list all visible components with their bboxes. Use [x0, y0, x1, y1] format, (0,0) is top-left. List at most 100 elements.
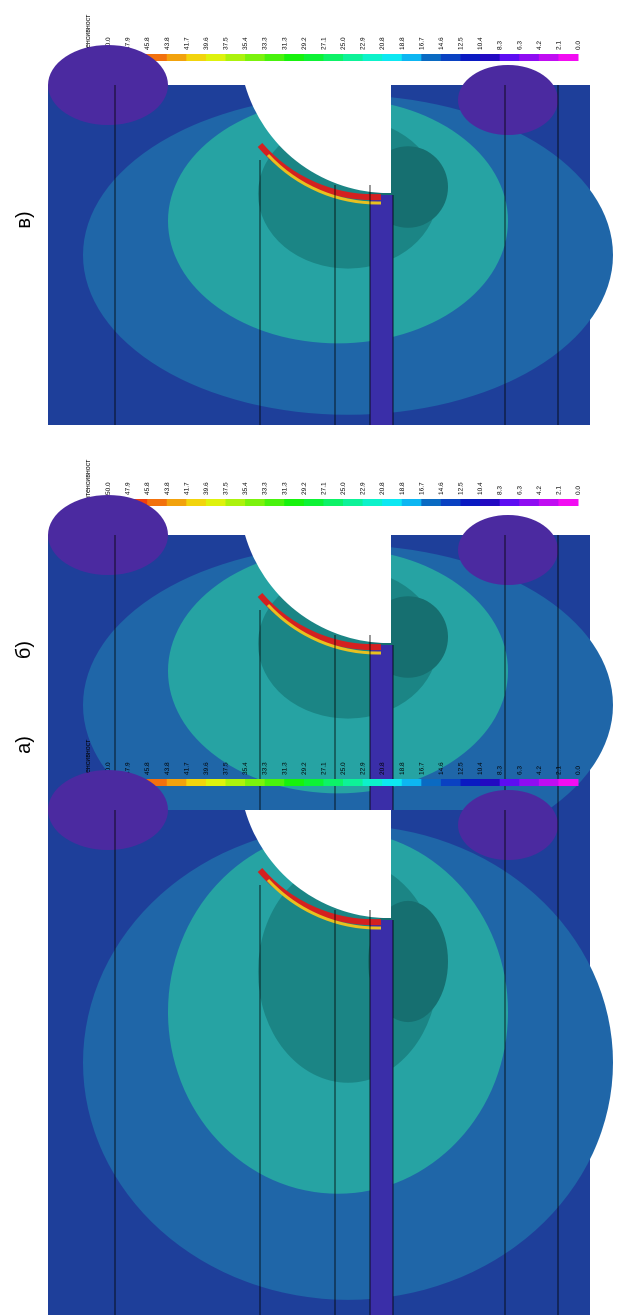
legend-swatch — [147, 779, 168, 786]
legend-swatch — [421, 779, 442, 786]
legend-value: 47.9 — [125, 762, 132, 775]
legend-value: 18.8 — [399, 37, 406, 50]
legend-swatch — [147, 499, 168, 506]
legend-value: 6.3 — [516, 766, 523, 775]
legend-swatch — [362, 499, 383, 506]
stress-edge — [266, 603, 382, 655]
legend-swatch — [343, 499, 364, 506]
legend-value: 43.8 — [164, 37, 171, 50]
legend-title: Интенсивност — [85, 739, 92, 785]
legend-swatch — [519, 499, 540, 506]
stress-edge — [266, 153, 382, 205]
legend-value: 18.8 — [399, 482, 406, 495]
stress-edge — [266, 878, 382, 930]
legend-swatch — [245, 54, 266, 61]
legend-value: 37.5 — [223, 762, 230, 775]
legend-swatch — [499, 499, 520, 506]
legend-value: 27.1 — [320, 37, 327, 50]
region — [48, 770, 168, 850]
legend-value: 43.8 — [164, 762, 171, 775]
legend-value: 31.3 — [281, 482, 288, 495]
legend-swatch — [284, 499, 305, 506]
legend-swatch — [499, 54, 520, 61]
legend-value: 41.7 — [183, 37, 190, 50]
legend-swatch — [558, 779, 579, 786]
legend-value: 41.7 — [183, 482, 190, 495]
legend-value: 20.8 — [379, 762, 386, 775]
legend-value: 25.0 — [340, 762, 347, 775]
legend-value: 43.8 — [164, 482, 171, 495]
legend-swatch — [225, 54, 246, 61]
legend-swatch — [205, 54, 226, 61]
legend-value: 50.0 — [105, 762, 112, 775]
legend-value: 22.9 — [360, 37, 367, 50]
legend-value: 47.9 — [125, 37, 132, 50]
legend-swatch — [205, 499, 226, 506]
legend-swatch — [401, 499, 422, 506]
legend-value: 25.0 — [340, 37, 347, 50]
region — [458, 515, 558, 585]
legend-swatch — [284, 779, 305, 786]
legend-value: 6.3 — [516, 486, 523, 495]
cutout — [245, 810, 391, 918]
legend-swatch — [264, 54, 285, 61]
legend-swatch — [245, 499, 266, 506]
region — [370, 920, 393, 1315]
legend-swatch — [186, 499, 207, 506]
legend-swatch — [186, 54, 207, 61]
legend-swatch — [440, 54, 461, 61]
legend-swatch — [186, 779, 207, 786]
legend-swatch — [440, 779, 461, 786]
legend-swatch — [323, 499, 344, 506]
legend-value: 6.3 — [516, 41, 523, 50]
legend-value: 4.2 — [536, 486, 543, 495]
legend-swatch — [460, 54, 481, 61]
legend-value: 22.9 — [360, 762, 367, 775]
region — [458, 790, 558, 860]
legend-value: 31.3 — [281, 762, 288, 775]
legend-swatch — [480, 54, 501, 61]
legend-swatch — [382, 499, 403, 506]
legend-value: 18.8 — [399, 762, 406, 775]
legend-swatch — [538, 779, 559, 786]
legend-value: 45.8 — [144, 482, 151, 495]
legend-value: 25.0 — [340, 482, 347, 495]
legend-value: 12.5 — [458, 762, 465, 775]
legend-value: 10.4 — [477, 482, 484, 495]
region — [48, 45, 168, 125]
legend-swatch — [401, 779, 422, 786]
legend-value: 47.9 — [125, 482, 132, 495]
legend-swatch — [480, 779, 501, 786]
legend-swatch — [303, 779, 324, 786]
region — [48, 495, 168, 575]
legend-value: 4.2 — [536, 766, 543, 775]
region — [370, 195, 393, 425]
legend-swatch — [264, 779, 285, 786]
legend-value: 45.8 — [144, 37, 151, 50]
legend-swatch — [166, 779, 187, 786]
legend-value: 27.1 — [320, 762, 327, 775]
legend-value: 10.4 — [477, 762, 484, 775]
legend-value: 22.9 — [360, 482, 367, 495]
legend-swatch — [499, 779, 520, 786]
legend-swatch — [480, 499, 501, 506]
legend-swatch — [166, 499, 187, 506]
legend-swatch — [225, 779, 246, 786]
legend-value: 20.8 — [379, 37, 386, 50]
legend-value: 50.0 — [105, 37, 112, 50]
legend-swatch — [264, 499, 285, 506]
legend-value: 12.5 — [458, 482, 465, 495]
legend-swatch — [147, 54, 168, 61]
legend-swatch — [303, 54, 324, 61]
legend-value: 39.6 — [203, 482, 210, 495]
legend-title: Интенсивност — [85, 459, 92, 505]
legend-swatch — [558, 499, 579, 506]
legend-value: 29.2 — [301, 482, 308, 495]
legend-value: 12.5 — [458, 37, 465, 50]
panel: а) Интенсивност 50.0 47.9 45.8 43.8 41.7 39.6 37… — [13, 736, 613, 1315]
cutout — [245, 535, 391, 643]
legend-swatch — [343, 779, 364, 786]
legend-value: 33.3 — [262, 762, 269, 775]
panel: в) Интенсивност 50.0 47.9 45.8 43.8 41.7 39.6 37… — [13, 14, 613, 425]
